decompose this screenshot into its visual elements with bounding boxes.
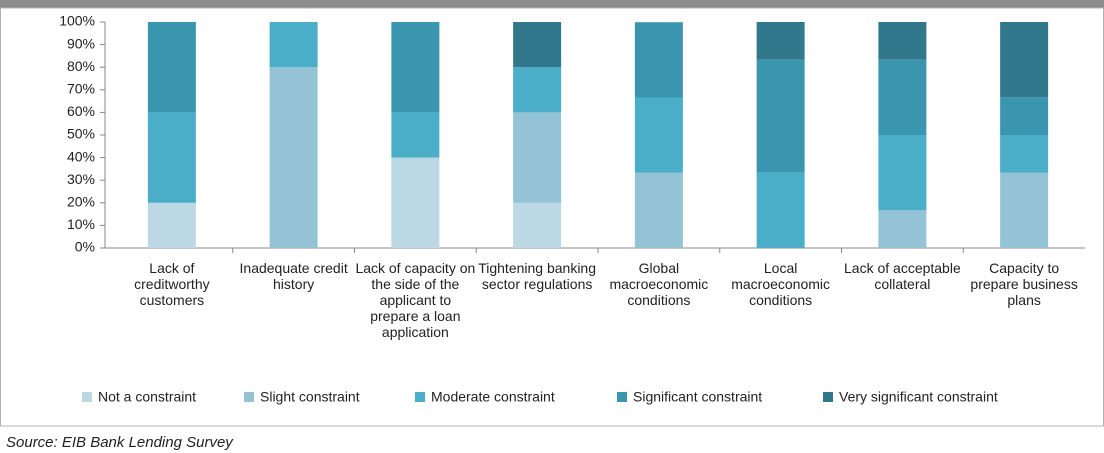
y-tick-label: 10% bbox=[67, 216, 95, 232]
source-note: Source: EIB Bank Lending Survey bbox=[6, 434, 234, 451]
bar-segment bbox=[391, 157, 440, 248]
bar-segment bbox=[756, 172, 805, 248]
x-tick-label-box: Local macroeconomic conditions bbox=[731, 260, 831, 308]
bar-segment bbox=[147, 112, 196, 203]
bar-segment bbox=[878, 59, 927, 135]
legend-swatch bbox=[82, 392, 92, 402]
bar-segment bbox=[269, 67, 318, 248]
y-tick-label: 70% bbox=[67, 81, 95, 97]
bar-segment bbox=[513, 22, 562, 68]
x-tick-label-box: Global macroeconomic conditions bbox=[609, 260, 709, 308]
bar-segment bbox=[878, 210, 927, 248]
x-tick-label-box: Lack of acceptable collateral bbox=[844, 260, 961, 292]
bar-segment bbox=[269, 22, 318, 68]
x-tick-label: Lack of acceptable collateral bbox=[844, 260, 961, 292]
bar-segment bbox=[634, 22, 683, 98]
bar-segment bbox=[756, 59, 805, 173]
bar-segment bbox=[756, 22, 805, 60]
x-tick-label: Lack of capacity on the side of the appl… bbox=[355, 260, 476, 340]
bar-segment bbox=[513, 67, 562, 113]
legend-swatch bbox=[244, 392, 254, 402]
legend-swatch bbox=[617, 392, 627, 402]
x-tick-label: Local macroeconomic conditions bbox=[731, 260, 831, 308]
x-tick-label: Global macroeconomic conditions bbox=[609, 260, 709, 308]
bar-segment bbox=[147, 22, 196, 113]
bar-segment bbox=[634, 97, 683, 173]
y-tick-label: 40% bbox=[67, 148, 95, 164]
bar-segment bbox=[1000, 97, 1049, 135]
x-tick-label: Inadequate credit history bbox=[239, 260, 348, 292]
legend-label: Not a constraint bbox=[98, 389, 196, 405]
bar-segment bbox=[1000, 172, 1049, 248]
x-tick-label-box: Capacity to prepare business plans bbox=[970, 260, 1078, 308]
x-tick-label-box: Tightening banking sector regulations bbox=[478, 260, 597, 292]
x-tick-label-box: Lack of creditworthy customers bbox=[134, 260, 210, 308]
legend-swatch bbox=[415, 392, 425, 402]
y-tick-label: 100% bbox=[59, 13, 95, 29]
bar-segment bbox=[878, 22, 927, 60]
x-tick-label-box: Lack of capacity on the side of the appl… bbox=[355, 260, 476, 340]
y-tick-label: 60% bbox=[67, 103, 95, 119]
y-tick-label: 30% bbox=[67, 171, 95, 187]
y-tick-label: 80% bbox=[67, 58, 95, 74]
title-bar bbox=[0, 0, 1104, 8]
legend-label: Significant constraint bbox=[633, 389, 762, 405]
x-tick-label-box: Inadequate credit history bbox=[239, 260, 348, 292]
x-tick-label: Tightening banking sector regulations bbox=[478, 260, 597, 292]
bar-segment bbox=[391, 22, 440, 113]
bar-segment bbox=[513, 112, 562, 203]
bar-segment bbox=[634, 172, 683, 248]
legend-swatch bbox=[823, 392, 833, 402]
x-tick-label: Lack of creditworthy customers bbox=[134, 260, 210, 308]
y-tick-label: 50% bbox=[67, 126, 95, 142]
legend-label: Slight constraint bbox=[260, 389, 360, 405]
x-tick-label: Capacity to prepare business plans bbox=[970, 260, 1078, 308]
bar-segment bbox=[878, 135, 927, 211]
y-tick-label: 20% bbox=[67, 194, 95, 210]
bar-segment bbox=[513, 202, 562, 248]
legend-label: Very significant constraint bbox=[839, 389, 998, 405]
y-tick-label: 90% bbox=[67, 35, 95, 51]
y-tick-label: 0% bbox=[75, 239, 95, 255]
bar-segment bbox=[1000, 22, 1049, 98]
bar-segment bbox=[1000, 135, 1049, 173]
legend-label: Moderate constraint bbox=[431, 389, 555, 405]
bar-segment bbox=[391, 112, 440, 158]
bar-segment bbox=[147, 202, 196, 248]
